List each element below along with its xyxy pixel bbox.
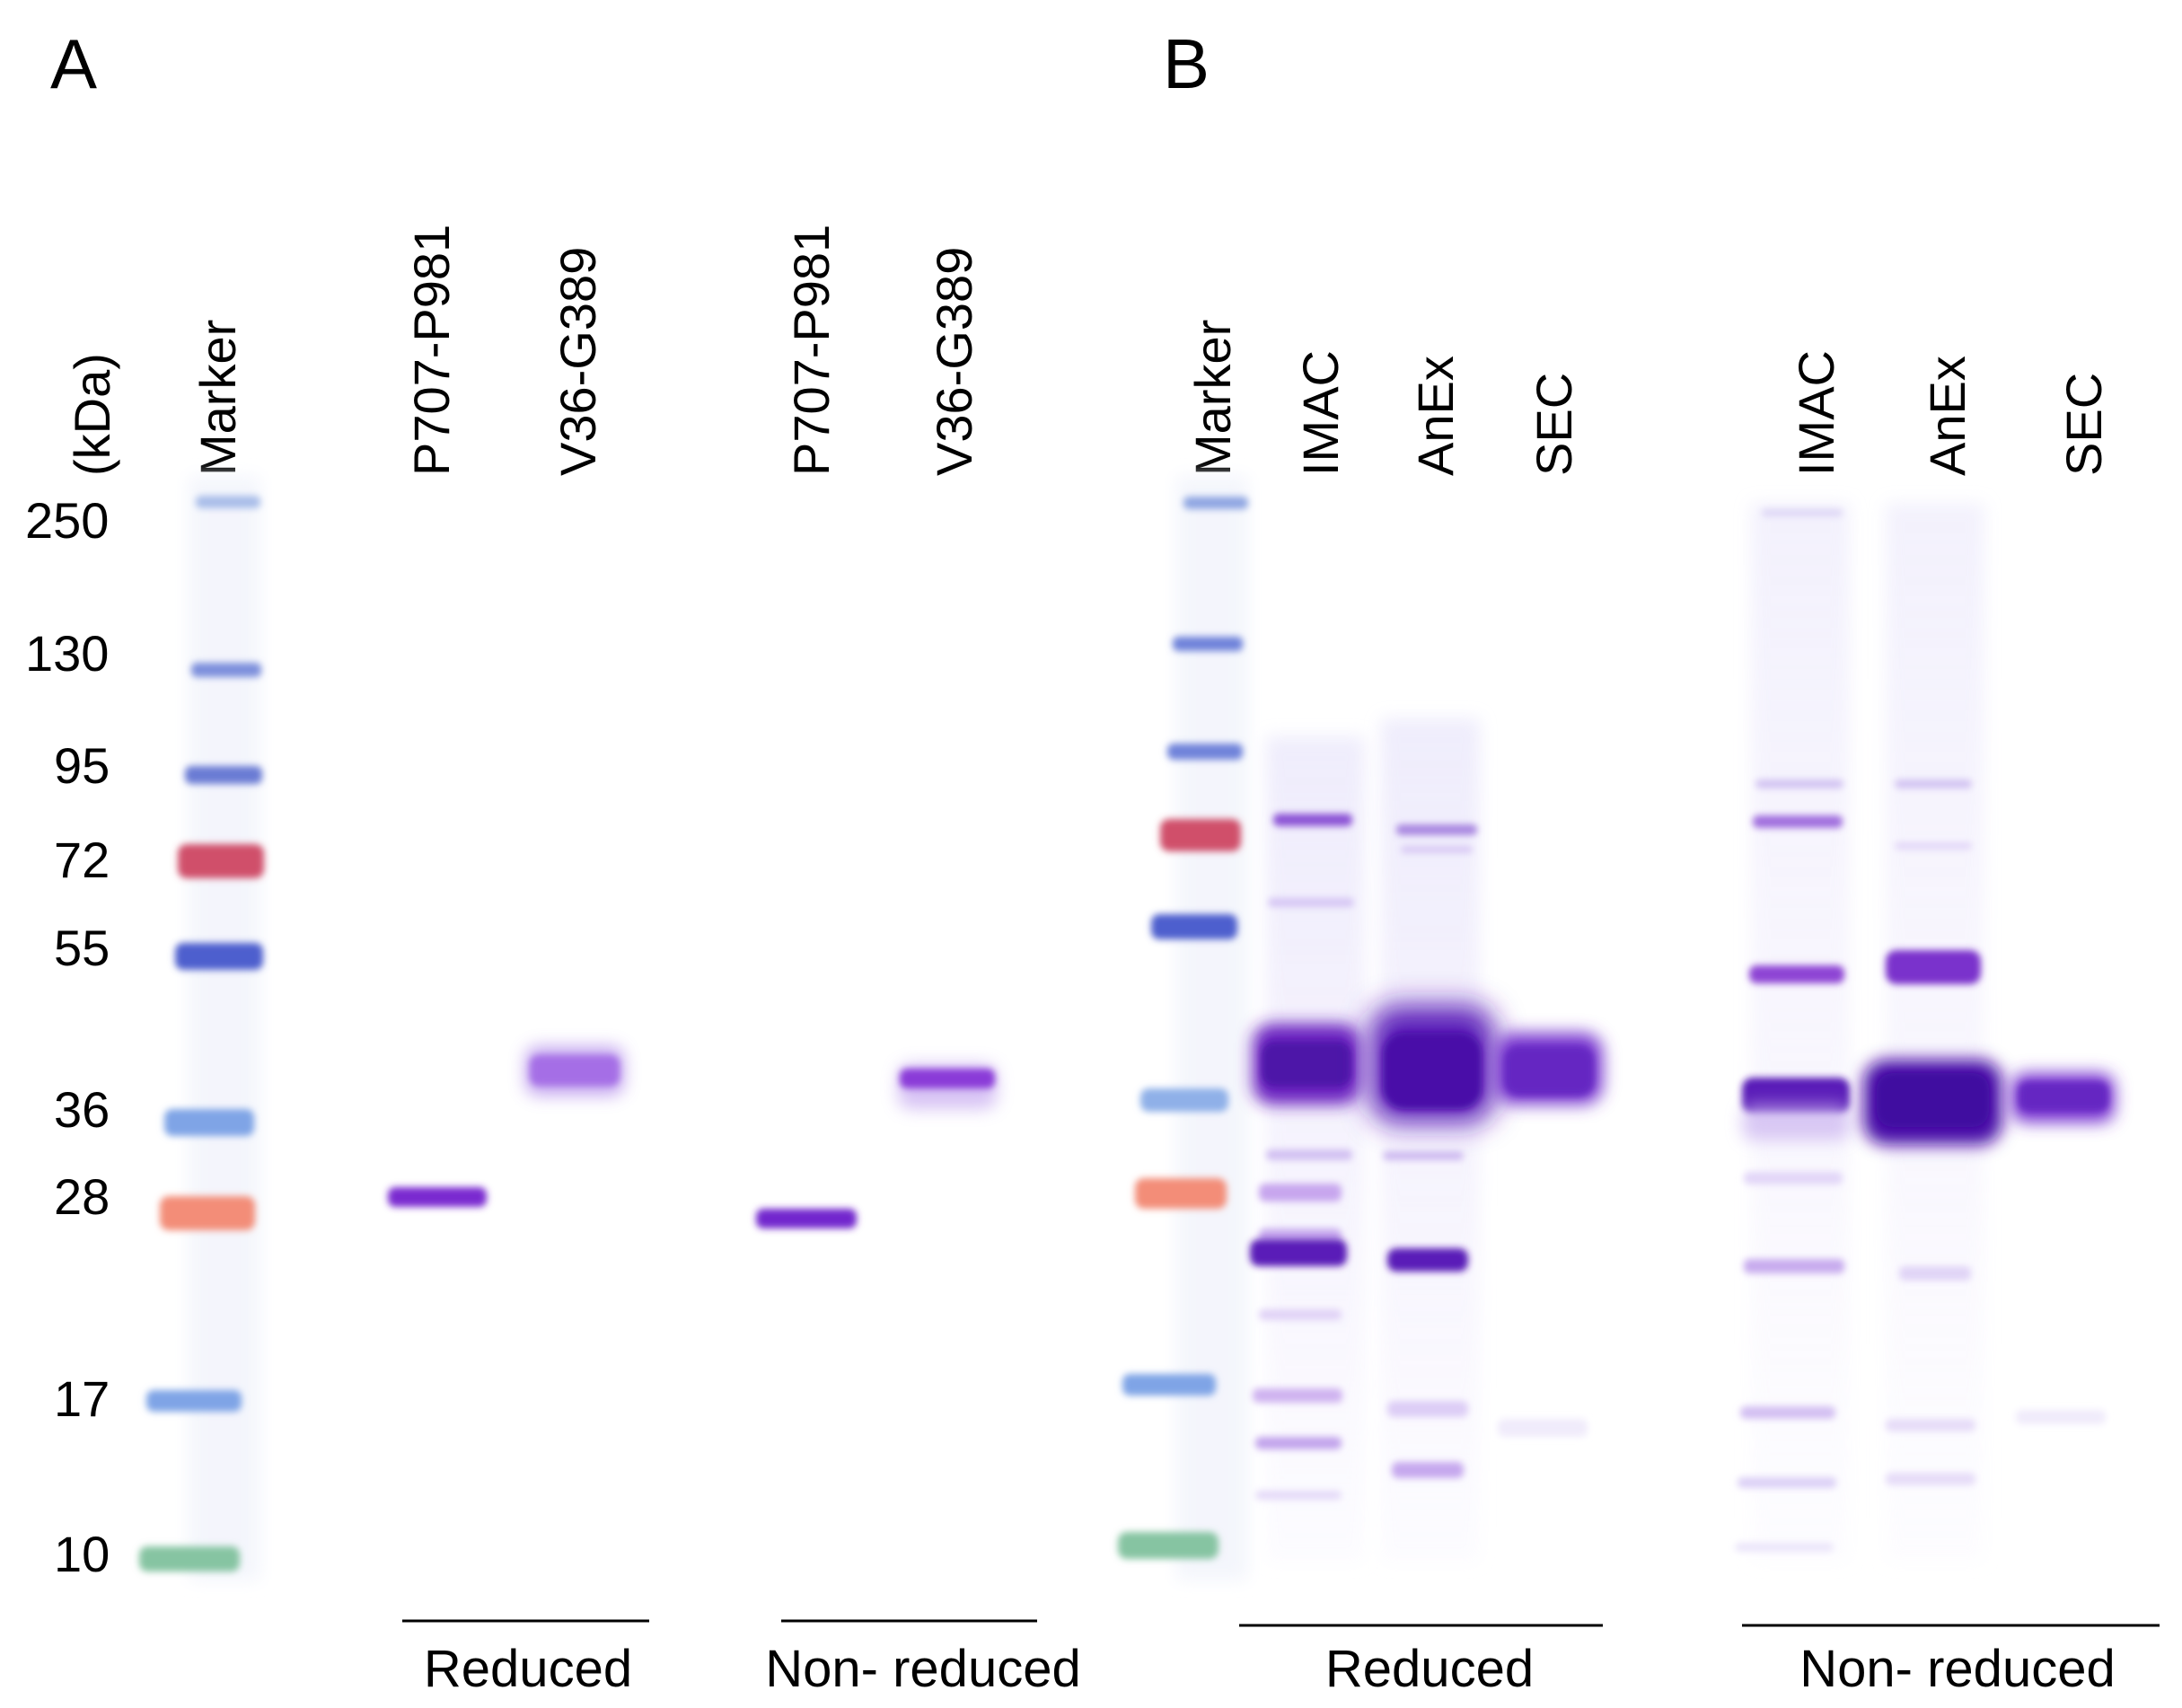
marker-b-band-17: [1122, 1374, 1216, 1395]
marker-ladder-a: [139, 476, 264, 1580]
lane-label-b-nonreduced-imac: IMAC: [1788, 350, 1844, 476]
lane-label-a-reduced-p707: P707-P981: [403, 225, 460, 476]
marker-b-band-36: [1140, 1088, 1228, 1112]
lane-b-reduced-anex: [1369, 824, 1495, 1478]
mw-label-17: 17: [54, 1370, 110, 1427]
lane-b-reduced-sec: [1495, 1033, 1603, 1437]
mw-label-72: 72: [54, 832, 110, 888]
panel-b-letter: B: [1163, 24, 1210, 103]
marker-b-band-28: [1135, 1178, 1227, 1209]
marker-band-28: [160, 1196, 255, 1230]
marker-band-55: [175, 943, 263, 970]
lane-label-b-nonreduced-anex: AnEx: [1919, 356, 1975, 476]
marker-band-72: [178, 844, 264, 878]
marker-band-130: [191, 663, 261, 677]
marker-b-band-250: [1183, 497, 1248, 509]
marker-b-band-72: [1160, 819, 1241, 851]
marker-band-10: [139, 1546, 240, 1572]
lane-label-marker-b: Marker: [1184, 320, 1241, 476]
mw-label-10: 10: [54, 1526, 110, 1582]
band-a-nonreduced-p707: [756, 1209, 857, 1228]
lane-label-marker-a: Marker: [189, 320, 246, 476]
condition-label-a-reduced: Reduced: [424, 1640, 632, 1698]
lane-label-a-nonreduced-p707: P707-P981: [783, 225, 840, 476]
lane-b-nonreduced-imac: [1735, 509, 1850, 1552]
marker-b-band-55: [1151, 914, 1237, 939]
marker-band-250: [196, 496, 260, 508]
marker-band-95: [185, 766, 262, 784]
condition-label-a-nonreduced: Non- reduced: [765, 1640, 1080, 1698]
marker-ladder-b: [1118, 476, 1248, 1580]
mw-label-28: 28: [54, 1168, 110, 1225]
marker-b-band-10: [1118, 1532, 1219, 1559]
lane-label-b-nonreduced-sec: SEC: [2055, 373, 2112, 476]
panel-a-letter: A: [50, 24, 97, 103]
marker-b-band-130: [1173, 637, 1243, 651]
gel-a: [139, 476, 997, 1580]
mw-label-250: 250: [25, 492, 109, 549]
marker-band-36: [164, 1109, 254, 1136]
mw-label-36: 36: [54, 1081, 110, 1138]
marker-b-band-95: [1167, 744, 1243, 760]
mw-label-130: 130: [25, 625, 109, 682]
band-a-reduced-p707: [388, 1187, 487, 1207]
lane-b-nonreduced-sec: [2011, 1073, 2115, 1424]
condition-label-b-reduced: Reduced: [1325, 1640, 1534, 1698]
lane-label-b-reduced-anex: AnEx: [1407, 356, 1464, 476]
gel-b: [1118, 476, 2115, 1580]
lane-b-reduced-imac: [1250, 814, 1360, 1500]
band-a-reduced-v36: [530, 1055, 620, 1086]
lane-label-b-reduced-imac: IMAC: [1292, 350, 1349, 476]
lane-label-a-nonreduced-v36: V36-G389: [926, 247, 982, 476]
lane-b-nonreduced-anex: [1863, 779, 2002, 1485]
kda-unit-label: (kDa): [64, 353, 120, 476]
marker-band-17: [146, 1390, 242, 1412]
lane-label-a-reduced-v36: V36-G389: [550, 247, 606, 476]
band-a-nonreduced-v36: [900, 1069, 995, 1088]
condition-label-b-nonreduced: Non- reduced: [1799, 1640, 2115, 1698]
lane-label-b-reduced-sec: SEC: [1526, 373, 1582, 476]
mw-label-95: 95: [54, 737, 110, 794]
mw-label-55: 55: [54, 920, 110, 976]
